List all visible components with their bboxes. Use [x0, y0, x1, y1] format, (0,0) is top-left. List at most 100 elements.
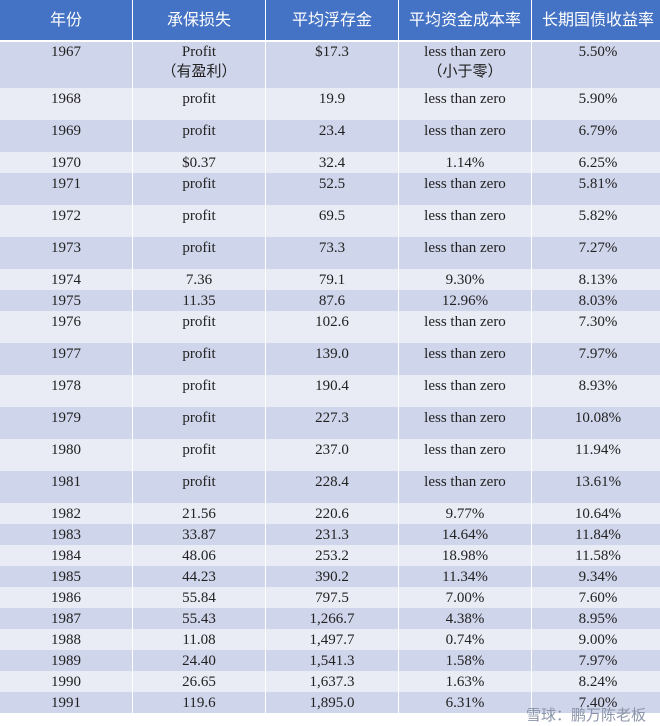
table-cell: 13.61% [531, 471, 660, 503]
table-row: 1969 profit 23.4 less than zero 6.79% [0, 120, 660, 152]
table-cell: 12.96% [398, 290, 532, 311]
table-cell: 1990 [0, 671, 133, 692]
table-cell: 10.64% [531, 503, 660, 524]
table-row: 1985 44.23 390.2 11.34% 9.34% [0, 566, 660, 587]
table-cell: 1.14% [398, 152, 532, 173]
table-cell: Profit （有盈利） [132, 41, 266, 88]
table-cell: 1982 [0, 503, 133, 524]
table-cell: 1972 [0, 205, 133, 237]
table-cell: 8.93% [531, 375, 660, 407]
table-cell: 4.38% [398, 608, 532, 629]
table-cell: 390.2 [265, 566, 399, 587]
table-cell: 1,266.7 [265, 608, 399, 629]
column-header: 承保损失 [132, 0, 266, 42]
table-cell: 11.84% [531, 524, 660, 545]
table-cell: 1.58% [398, 650, 532, 671]
column-header: 平均浮存金 [265, 0, 399, 42]
table-row: 1989 24.40 1,541.3 1.58% 7.97% [0, 650, 660, 671]
table-cell: 19.9 [265, 88, 399, 120]
table-cell: 0.74% [398, 629, 532, 650]
table-cell: 1988 [0, 629, 133, 650]
table-cell: profit [132, 88, 266, 120]
table-cell: 9.34% [531, 566, 660, 587]
table-cell: profit [132, 343, 266, 375]
table-cell: less than zero [398, 375, 532, 407]
table-row: 1983 33.87 231.3 14.64% 11.84% [0, 524, 660, 545]
table-cell: 48.06 [132, 545, 266, 566]
table-row: 1988 11.08 1,497.7 0.74% 9.00% [0, 629, 660, 650]
table-cell: 1985 [0, 566, 133, 587]
table-cell: 1,497.7 [265, 629, 399, 650]
table-cell: 69.5 [265, 205, 399, 237]
table-cell: 1984 [0, 545, 133, 566]
table-cell: 5.82% [531, 205, 660, 237]
table-row: 1978 profit 190.4 less than zero 8.93% [0, 375, 660, 407]
table-cell: 5.50% [531, 41, 660, 88]
table-cell: profit [132, 120, 266, 152]
table-row: 1991 119.6 1,895.0 6.31% 7.40% [0, 692, 660, 713]
table-cell: less than zero [398, 311, 532, 343]
table-cell: 1981 [0, 471, 133, 503]
table-row: 1973 profit 73.3 less than zero 7.27% [0, 237, 660, 269]
table-cell: 6.79% [531, 120, 660, 152]
table-cell: 1978 [0, 375, 133, 407]
table-cell: 253.2 [265, 545, 399, 566]
table-row: 1987 55.43 1,266.7 4.38% 8.95% [0, 608, 660, 629]
table-cell: profit [132, 471, 266, 503]
table-cell: 1968 [0, 88, 133, 120]
table-cell: profit [132, 205, 266, 237]
table-cell: 797.5 [265, 587, 399, 608]
table-cell: $0.37 [132, 152, 266, 173]
table-row: 1982 21.56 220.6 9.77% 10.64% [0, 503, 660, 524]
table-cell: 7.60% [531, 587, 660, 608]
table-cell: 79.1 [265, 269, 399, 290]
table-row: 1984 48.06 253.2 18.98% 11.58% [0, 545, 660, 566]
table-cell: 32.4 [265, 152, 399, 173]
table-cell: 14.64% [398, 524, 532, 545]
table-cell: less than zero [398, 439, 532, 471]
table-cell: 7.00% [398, 587, 532, 608]
table-cell: 139.0 [265, 343, 399, 375]
table-cell: 7.40% [531, 692, 660, 713]
table-cell: 11.58% [531, 545, 660, 566]
table-cell: 1970 [0, 152, 133, 173]
table-cell: less than zero [398, 237, 532, 269]
table-cell: 1975 [0, 290, 133, 311]
table-cell: 102.6 [265, 311, 399, 343]
table-cell: 5.81% [531, 173, 660, 205]
table-cell: profit [132, 311, 266, 343]
table-row: 1975 11.35 87.6 12.96% 8.03% [0, 290, 660, 311]
table-row: 1986 55.84 797.5 7.00% 7.60% [0, 587, 660, 608]
table-cell: less than zero （小于零） [398, 41, 532, 88]
table-row: 1980 profit 237.0 less than zero 11.94% [0, 439, 660, 471]
column-header: 年份 [0, 0, 133, 42]
table-cell: less than zero [398, 471, 532, 503]
table-cell: profit [132, 237, 266, 269]
table-cell: 1986 [0, 587, 133, 608]
table-cell: 7.27% [531, 237, 660, 269]
table-row: 1972 profit 69.5 less than zero 5.82% [0, 205, 660, 237]
table-cell: 24.40 [132, 650, 266, 671]
table-cell: 8.13% [531, 269, 660, 290]
table-cell: 26.65 [132, 671, 266, 692]
table-cell: 44.23 [132, 566, 266, 587]
table-cell: 8.03% [531, 290, 660, 311]
table-cell: 1967 [0, 41, 133, 88]
table-cell: less than zero [398, 120, 532, 152]
table-row: 1967 Profit （有盈利） $17.3 less than zero （小于零… [0, 41, 660, 88]
table-cell: 11.08 [132, 629, 266, 650]
table-row: 1974 7.36 79.1 9.30% 8.13% [0, 269, 660, 290]
table-cell: 52.5 [265, 173, 399, 205]
table-cell: 1991 [0, 692, 133, 713]
table-cell: 7.97% [531, 343, 660, 375]
column-header: 长期国债收益率 [531, 0, 660, 42]
table-cell: 1987 [0, 608, 133, 629]
table-cell: 190.4 [265, 375, 399, 407]
header-row: 年份 承保损失 平均浮存金 平均资金成本率 长期国债收益率 [0, 0, 660, 42]
watermark: 雪球：鹏万陈老板 [525, 706, 646, 724]
table-cell: 6.25% [531, 152, 660, 173]
table-row: 1976 profit 102.6 less than zero 7.30% [0, 311, 660, 343]
table-cell: 1971 [0, 173, 133, 205]
table-row: 1981 profit 228.4 less than zero 13.61% [0, 471, 660, 503]
